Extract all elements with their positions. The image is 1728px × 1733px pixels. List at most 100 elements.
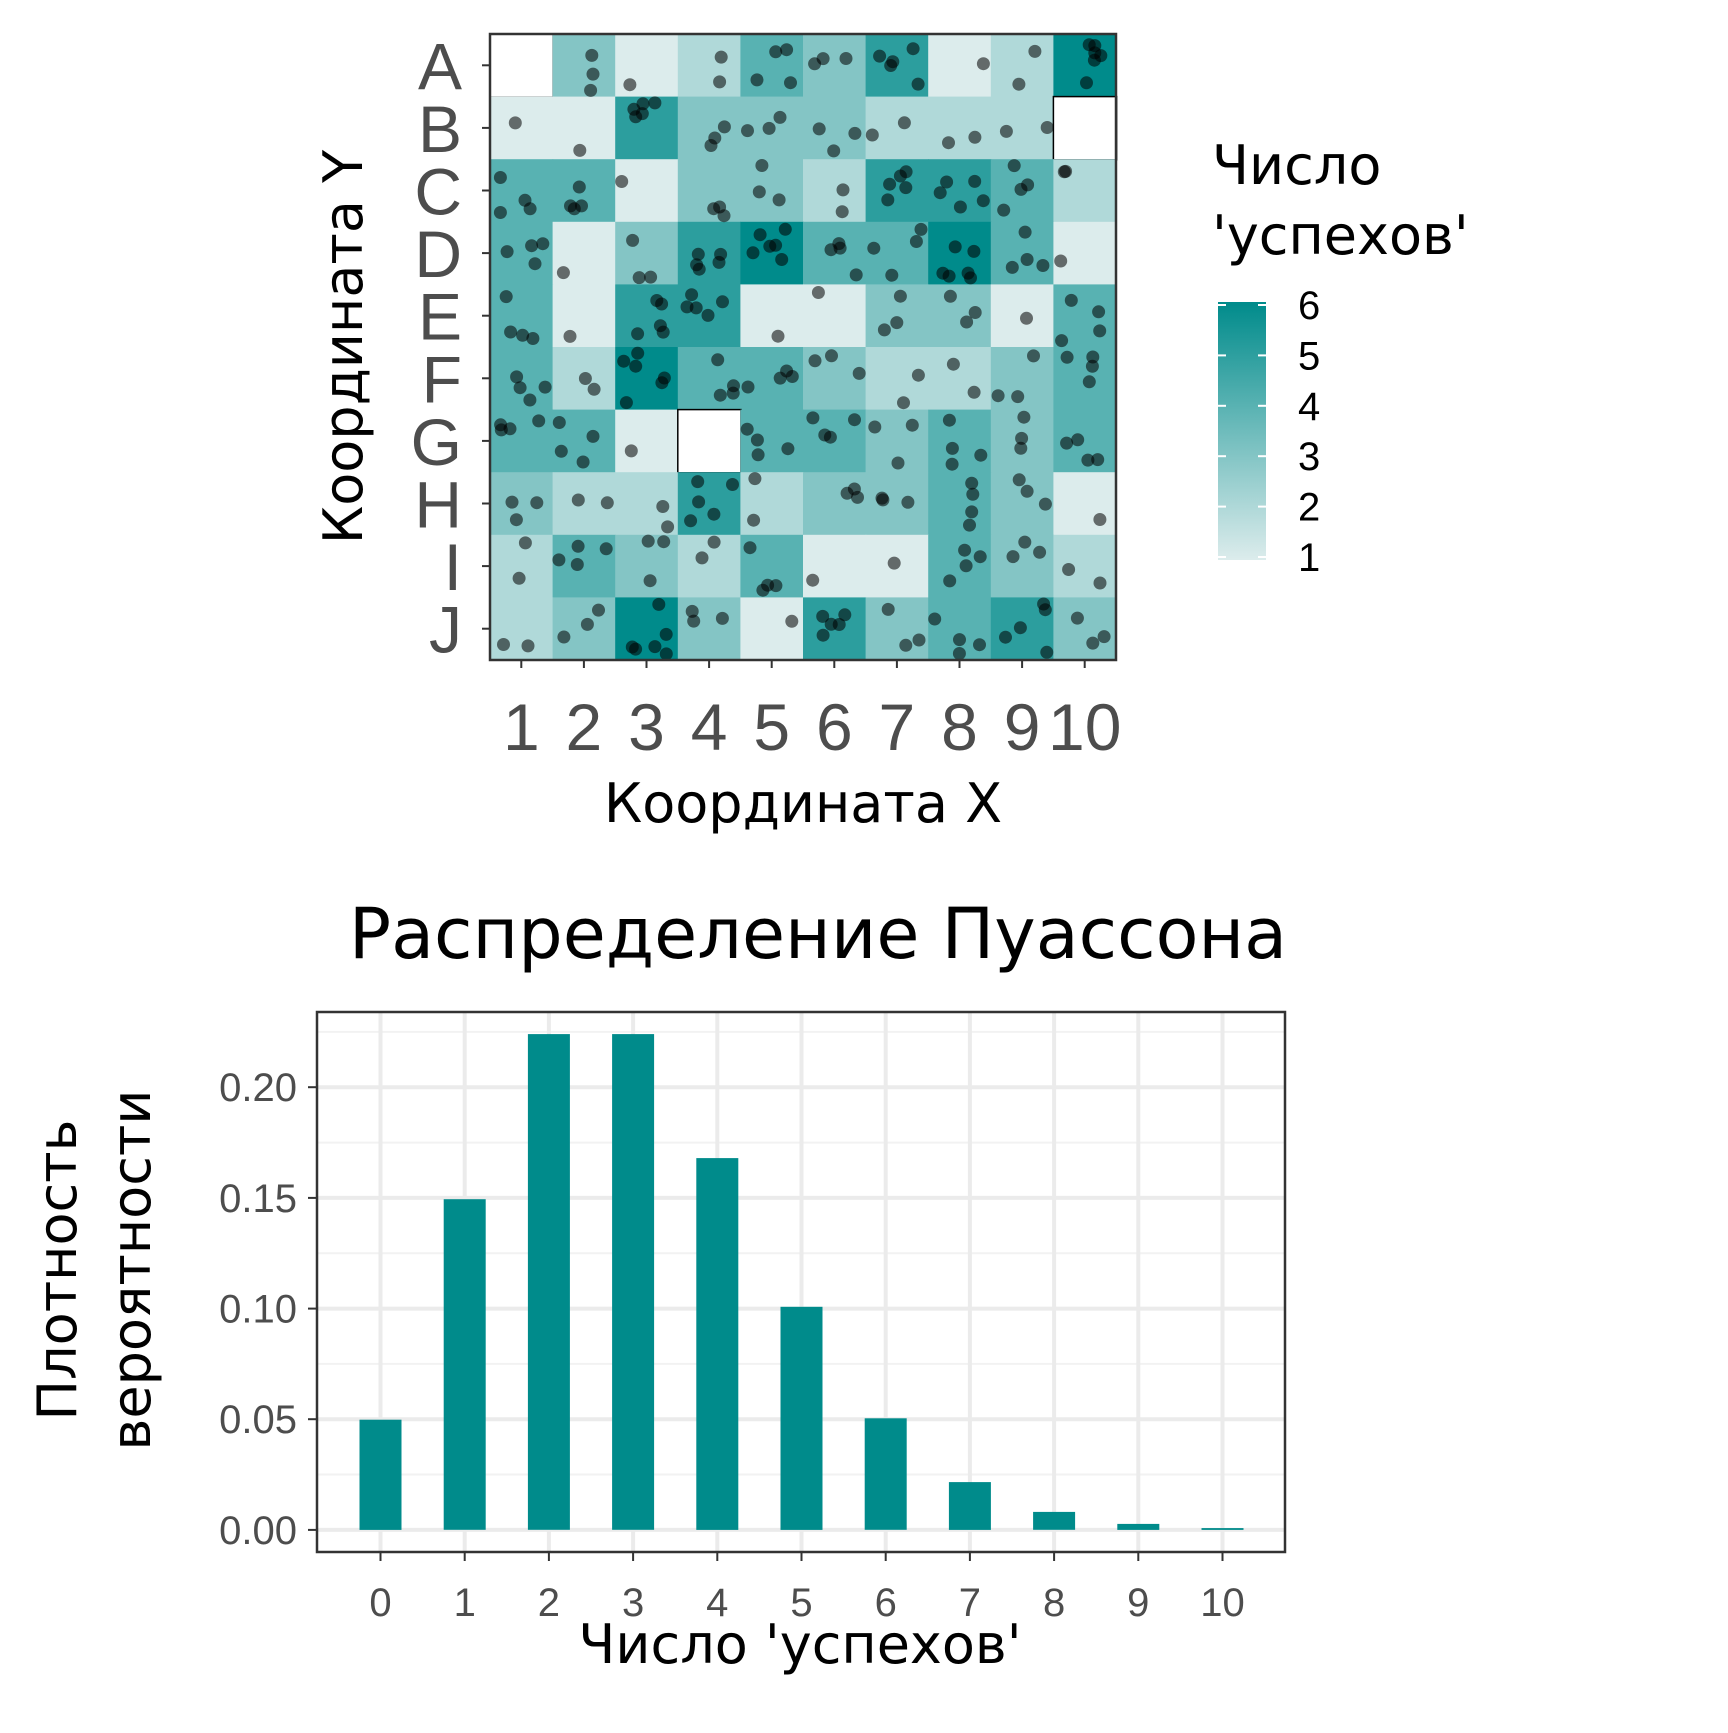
- heatmap-point: [557, 630, 571, 644]
- legend-tick-label: 4: [1298, 385, 1320, 429]
- heatmap-point: [1018, 225, 1032, 239]
- heatmap-point: [659, 627, 673, 641]
- heatmap-cell-D1: [490, 221, 554, 285]
- heatmap-cell-J10: [1053, 597, 1117, 661]
- heatmap-point: [518, 536, 532, 550]
- heatmap-point: [1091, 453, 1105, 467]
- heatmap-point: [532, 414, 546, 428]
- heatmap-point: [624, 444, 638, 458]
- heatmap-point: [493, 171, 507, 184]
- heatmap-point: [806, 573, 820, 587]
- heatmap-point: [945, 457, 959, 471]
- heatmap-point: [643, 574, 657, 588]
- heatmap-point: [500, 245, 514, 259]
- heatmap-point: [695, 551, 709, 565]
- heatmap-point: [619, 396, 633, 410]
- heatmap-point: [899, 638, 913, 652]
- heatmap-point: [968, 306, 982, 319]
- heatmap-x-tick-label: 3: [628, 690, 665, 764]
- heatmap-point: [773, 110, 787, 124]
- heatmap-cell-C3: [615, 159, 679, 223]
- heatmap-point: [953, 633, 966, 647]
- heatmap-point: [883, 177, 897, 191]
- heatmap-point: [785, 614, 799, 628]
- heatmap-point: [784, 76, 797, 90]
- heatmap-point: [691, 247, 705, 261]
- heatmap-point: [905, 418, 919, 432]
- heatmap-point: [1092, 305, 1106, 319]
- heatmap-point: [554, 444, 568, 458]
- heatmap-point: [656, 500, 670, 513]
- heatmap-point: [885, 268, 899, 282]
- heatmap-point: [713, 388, 727, 402]
- heatmap-cell-I10: [1053, 534, 1117, 598]
- bar-chart-x-tick-label: 3: [622, 1581, 644, 1625]
- heatmap-point: [761, 578, 775, 592]
- bar-chart-x-tick-label: 10: [1200, 1581, 1245, 1625]
- heatmap-point: [556, 266, 570, 280]
- heatmap-point: [1060, 350, 1074, 364]
- bar-5: [780, 1306, 823, 1530]
- heatmap-point: [881, 193, 895, 207]
- heatmap-point: [953, 200, 967, 214]
- heatmap-point: [652, 597, 666, 611]
- heatmap-point: [505, 495, 519, 509]
- bar-chart-x-tick-label: 9: [1127, 1581, 1149, 1625]
- heatmap-point: [494, 423, 508, 437]
- bar-chart-y-tick-label: 0.20: [219, 1066, 297, 1110]
- heatmap-point: [615, 175, 629, 188]
- heatmap-point: [650, 294, 664, 307]
- heatmap-y-tick-label: B: [418, 92, 462, 166]
- bar-chart-x-tick-label: 1: [454, 1581, 476, 1625]
- heatmap-point: [685, 288, 699, 302]
- heatmap-point: [600, 496, 614, 510]
- heatmap-panel-border: [488, 32, 1118, 662]
- heatmap-point: [823, 430, 837, 444]
- heatmap-point: [635, 107, 649, 121]
- heatmap-point: [943, 574, 957, 588]
- heatmap-point: [750, 433, 764, 447]
- heatmap-point: [891, 456, 905, 470]
- heatmap-point: [644, 270, 658, 284]
- bar-chart-y-tick-label: 0.10: [219, 1288, 297, 1332]
- heatmap-point: [717, 209, 731, 223]
- heatmap-point: [769, 238, 783, 252]
- heatmap-point: [753, 228, 767, 242]
- heatmap-cell-F4: [677, 347, 741, 411]
- heatmap-point: [897, 396, 910, 410]
- heatmap-point: [775, 253, 789, 266]
- heatmap-cell-A1: [489, 33, 554, 98]
- heatmap-point: [865, 128, 879, 142]
- heatmap-cell-A2: [552, 34, 616, 98]
- heatmap-point: [868, 420, 882, 434]
- heatmap-point: [1038, 603, 1052, 617]
- bar-chart-x-tick-label: 2: [538, 1581, 560, 1625]
- heatmap-x-tick-label: 6: [816, 690, 853, 764]
- heatmap-point: [909, 235, 923, 248]
- heatmap-point: [901, 495, 915, 509]
- heatmap-cell-C5: [740, 159, 804, 223]
- heatmap-points: [493, 38, 1111, 661]
- heatmap-point: [508, 116, 522, 130]
- heatmap-point: [887, 556, 901, 570]
- heatmap-cell-H7: [865, 472, 929, 536]
- heatmap-point: [769, 45, 783, 59]
- heatmap-point: [1040, 645, 1054, 659]
- heatmap-point: [525, 239, 539, 253]
- heatmap-cell-G8: [928, 409, 992, 473]
- heatmap-point: [816, 52, 830, 66]
- heatmap-point: [1017, 410, 1031, 424]
- heatmap-point: [1059, 164, 1073, 178]
- heatmap-y-tick-label: J: [429, 593, 462, 667]
- heatmap-point: [772, 193, 786, 207]
- heatmap-point: [1027, 349, 1040, 363]
- heatmap-x-tick-label: 5: [753, 690, 790, 764]
- heatmap-point: [893, 289, 907, 303]
- bar-chart-y-tick-label: 0.15: [219, 1177, 297, 1221]
- heatmap-point: [945, 441, 959, 455]
- heatmap-point: [750, 73, 764, 87]
- heatmap-y-tick-label: G: [411, 405, 462, 479]
- heatmap-point: [680, 300, 694, 314]
